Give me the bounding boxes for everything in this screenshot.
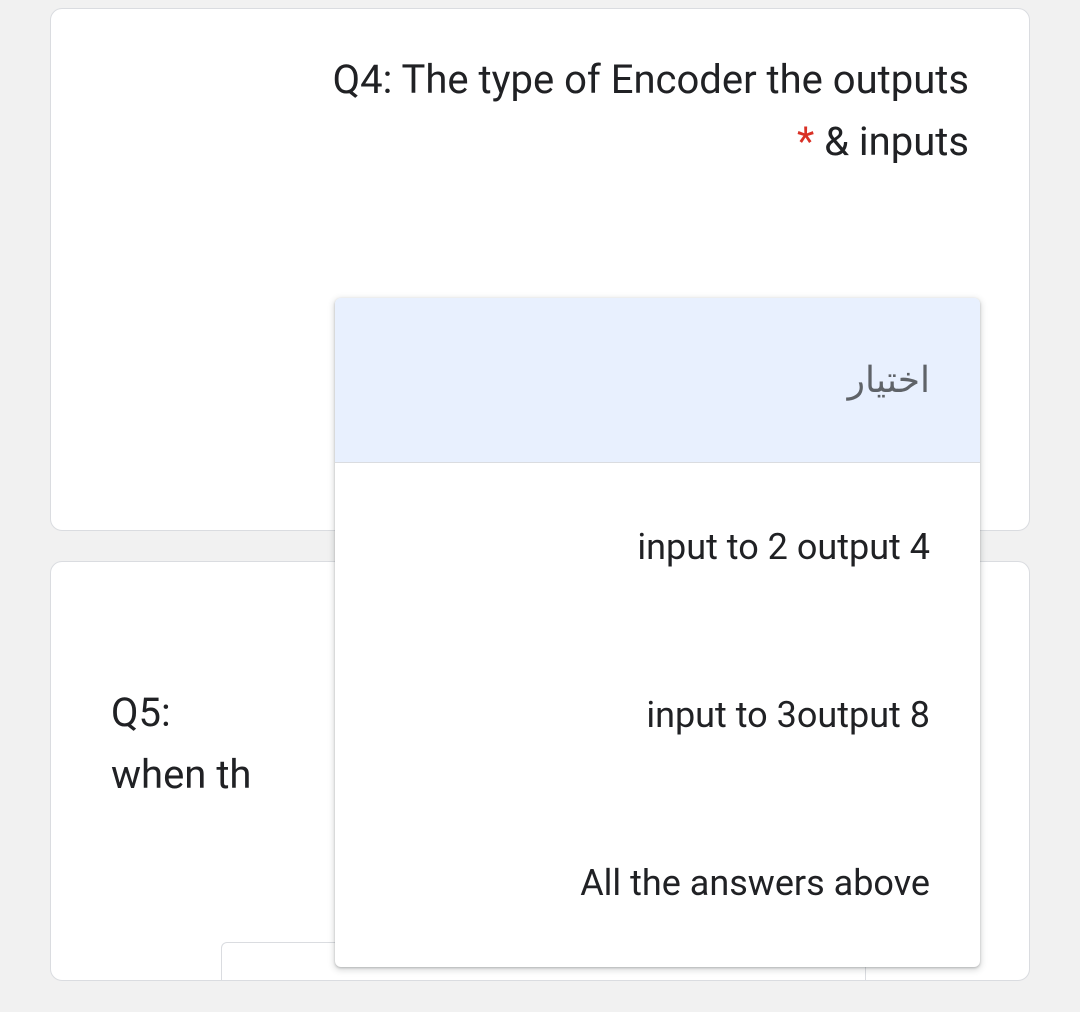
dropdown-option-label: All the answers above <box>580 862 930 904</box>
q4-title-line1: Q4: The type of Encoder the outputs <box>333 56 969 103</box>
q5-title-line2: when th <box>111 751 251 798</box>
dropdown-option[interactable]: input to 2 output 4 <box>335 463 980 631</box>
dropdown-placeholder[interactable]: اختيار <box>335 298 980 463</box>
dropdown-option[interactable]: input to 3output 8 <box>335 631 980 799</box>
dropdown-menu: اختيار input to 2 output 4 input to 3out… <box>335 298 980 967</box>
dropdown-option[interactable]: All the answers above <box>335 799 980 967</box>
required-asterisk: * <box>797 118 814 165</box>
dropdown-placeholder-label: اختيار <box>848 359 930 401</box>
dropdown-option-label: input to 2 output 4 <box>637 526 930 568</box>
q5-title-line1: Q5: <box>111 689 171 736</box>
question-title-q4: Q4: The type of Encoder the outputs * & … <box>111 49 969 173</box>
q4-title-line2: & inputs <box>824 118 969 165</box>
dropdown-option-label: input to 3output 8 <box>646 694 930 736</box>
